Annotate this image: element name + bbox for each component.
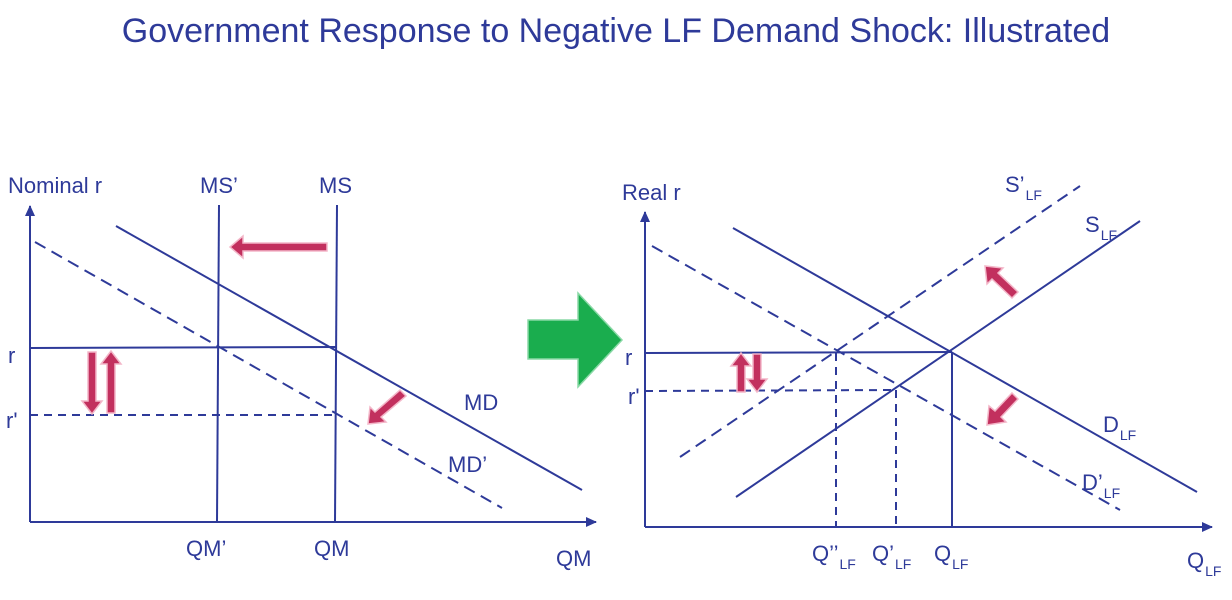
lf-s-label: SLF [1085,212,1117,243]
lf-x-axis-label: QLF [1187,548,1221,579]
lf-q-prime-label: Q’LF [872,541,911,572]
mm-md-shift-arrow [367,388,408,425]
lf-d-label: DLF [1103,412,1136,443]
mm-md-label: MD [464,390,498,415]
lf-y-axis-label: Real r [622,180,681,205]
mm-md-line [115,225,583,491]
lf-s-new-line [679,185,1081,458]
lf-d-line [732,227,1198,493]
mm-r-label: r [8,343,15,368]
mm-qm-label: QM [314,536,349,561]
mm-qm-new-label: QM’ [186,536,226,561]
mm-r-new-label: r' [6,408,18,433]
lf-q-label: QLF [934,541,968,572]
mm-ms-new-label: MS’ [200,173,238,198]
mm-ms-shift-arrow [228,234,328,260]
right-arrow-icon [527,291,624,389]
lf-d-new-label: D’LF [1082,470,1120,501]
lf-s-line [735,220,1141,498]
mm-x-axis-label: QM [556,546,591,571]
mm-ms-new-line [216,204,220,523]
loanable-funds-panel [640,185,1213,532]
lf-r-new-label: r' [628,384,640,409]
lf-q-double-prime-label: Q’’LF [812,541,856,572]
lf-s-shift-arrow [984,265,1020,300]
slide-title: Government Response to Negative LF Deman… [121,12,1111,50]
lf-rate-up-arrow [729,351,753,393]
mm-ms-label: MS [319,173,352,198]
mm-md-new-line [34,241,503,509]
lf-r-new-line [644,389,897,392]
lf-d-shift-arrow [986,391,1020,426]
money-market-panel [25,204,597,527]
lf-rate-down-arrow [745,353,769,394]
mm-r-line [29,346,337,349]
mm-y-axis-label: Nominal r [8,173,102,198]
lf-r-line [644,351,953,354]
lf-r-label: r [625,345,632,370]
lf-d-new-line [651,245,1121,511]
mm-rate-up-arrow [99,349,123,414]
lf-s-new-label: S’LF [1005,172,1042,203]
mm-ms-line [334,204,338,523]
mm-md-new-label: MD’ [448,452,487,477]
mm-rate-down-arrow [80,351,104,416]
